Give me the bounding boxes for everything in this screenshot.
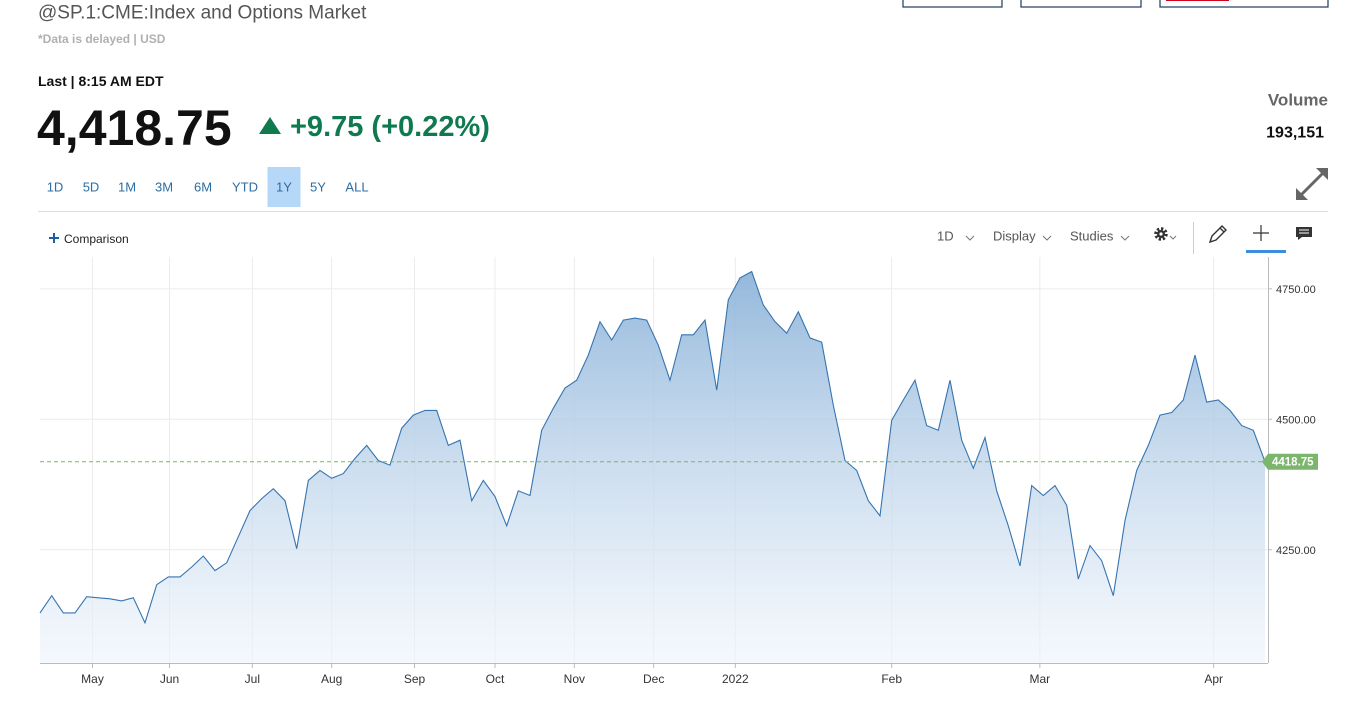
range-selected-bg <box>267 167 301 207</box>
x-tick-label: Nov <box>564 672 585 686</box>
settings-button[interactable] <box>1154 227 1177 241</box>
range-button[interactable]: 3M <box>155 180 173 195</box>
chevron <box>1042 235 1052 241</box>
x-tick-label: 2022 <box>722 672 749 686</box>
expand-icon[interactable] <box>1296 168 1328 200</box>
chevron <box>965 235 975 241</box>
gear-icon <box>1154 227 1168 241</box>
range-button[interactable]: 1Y <box>276 180 292 195</box>
price: 4,418.75 <box>37 100 232 156</box>
x-tick-label: Jul <box>245 672 260 686</box>
line <box>39 270 1266 625</box>
range-button[interactable]: 5D <box>83 180 100 195</box>
interval-menu[interactable]: 1D <box>937 229 954 244</box>
x-tick-label: May <box>81 672 104 686</box>
current-price-tag <box>1262 453 1318 470</box>
crosshair-tool[interactable] <box>1253 225 1269 241</box>
x-tick-label: Oct <box>486 672 505 686</box>
top-button[interactable] <box>1020 0 1142 8</box>
x-tick-label: Mar <box>1029 672 1050 686</box>
x-tick-label: Apr <box>1204 672 1223 686</box>
y-tick-label: 4500.00 <box>1276 414 1316 426</box>
chevron <box>1169 235 1177 240</box>
up-arrow <box>259 117 281 134</box>
top-button-accent <box>1166 0 1229 1</box>
range-button[interactable]: YTD <box>232 180 258 195</box>
range-button[interactable]: 5Y <box>310 180 326 195</box>
x-tick-label: Feb <box>881 672 902 686</box>
top-button[interactable] <box>902 0 1003 8</box>
y-tick-label: 4250.00 <box>1276 545 1316 557</box>
subtitle: *Data is delayed | USD <box>38 32 166 46</box>
comparison-label: Comparison <box>64 232 129 246</box>
page-title: @SP.1:CME:Index and Options Market <box>38 3 367 24</box>
price-change: +9.75 (+0.22%) <box>290 111 490 143</box>
range-button[interactable]: ALL <box>345 180 368 195</box>
x-tick-label: Aug <box>321 672 342 686</box>
x-tick-label: Sep <box>404 672 426 686</box>
current-price-label: 4418.75 <box>1272 457 1314 469</box>
plus-icon <box>49 233 59 243</box>
last-time: Last | 8:15 AM EDT <box>38 73 164 89</box>
range-button[interactable]: 1D <box>47 180 64 195</box>
range-button[interactable]: 6M <box>194 180 212 195</box>
gear-icon <box>1159 232 1163 236</box>
volume-label: Volume <box>1268 91 1328 110</box>
comparison-button[interactable]: Comparison <box>49 232 129 246</box>
x-tick-label: Jun <box>160 672 179 686</box>
top-button[interactable] <box>1159 0 1329 8</box>
chevron <box>1120 235 1130 241</box>
chart: May Jun Jul Aug Sep Oct Nov Dec 2022 Feb Mar Apr 425… <box>39 257 1318 686</box>
area <box>40 271 1265 663</box>
range-button[interactable]: 1M <box>118 180 136 195</box>
display-menu[interactable]: Display <box>993 229 1036 244</box>
active-tool-indicator <box>1246 250 1286 253</box>
x-tick-label: Dec <box>643 672 664 686</box>
volume-value: 193,151 <box>1266 125 1324 142</box>
studies-menu[interactable]: Studies <box>1070 229 1114 244</box>
comment-tool-lines <box>1299 229 1309 234</box>
y-tick-label: 4750.00 <box>1276 284 1316 296</box>
draw-tool[interactable] <box>1208 225 1227 244</box>
